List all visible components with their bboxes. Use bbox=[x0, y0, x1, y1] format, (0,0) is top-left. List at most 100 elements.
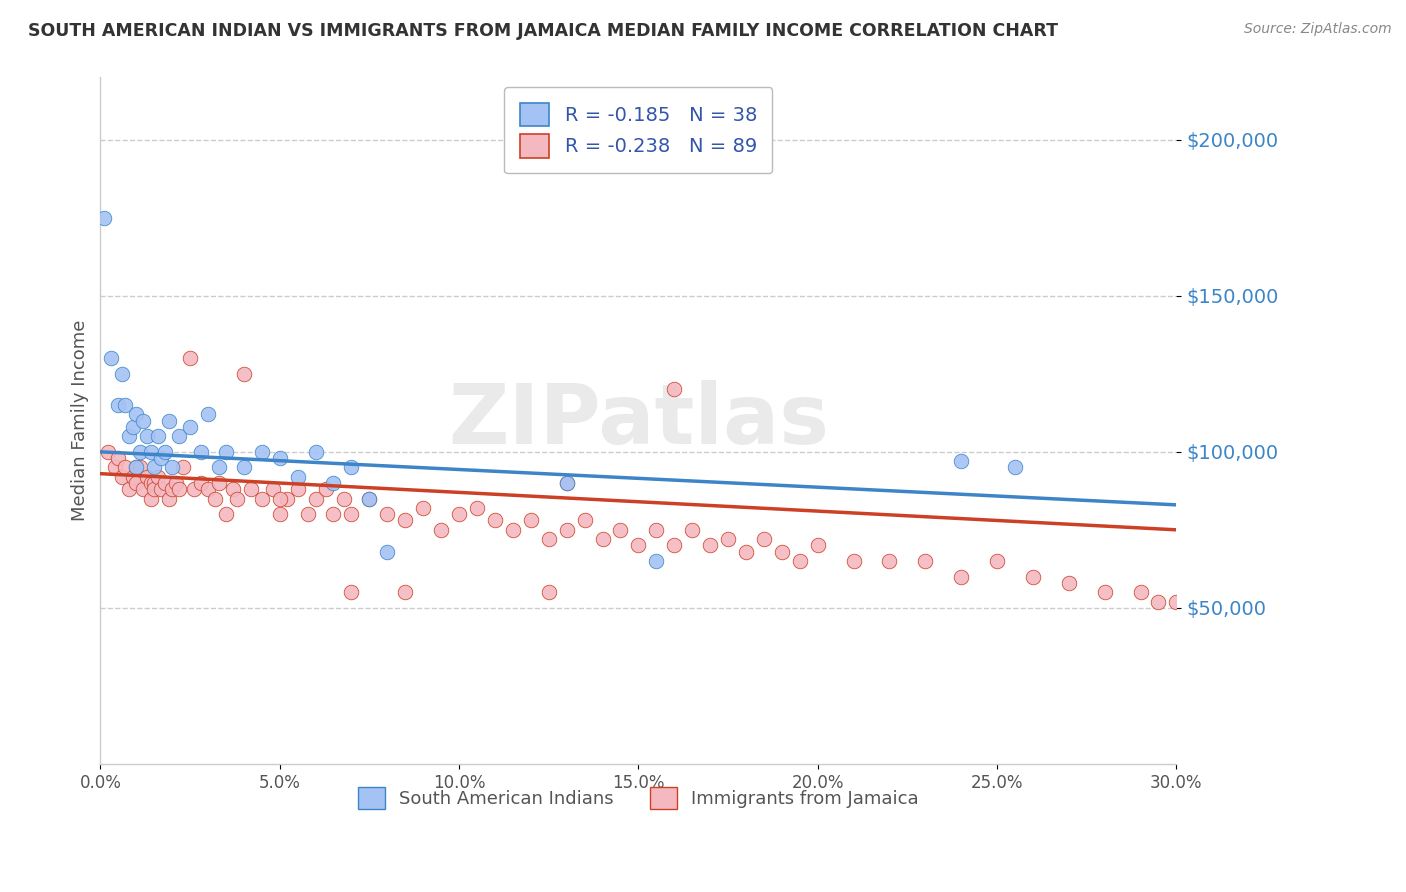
Point bbox=[111, 367, 134, 381]
Point bbox=[555, 523, 578, 537]
Text: Source: ZipAtlas.com: Source: ZipAtlas.com bbox=[1244, 22, 1392, 37]
Point bbox=[375, 507, 398, 521]
Point bbox=[208, 476, 231, 491]
Point bbox=[128, 445, 150, 459]
Point bbox=[232, 460, 254, 475]
Point bbox=[179, 351, 201, 366]
Point bbox=[789, 554, 811, 568]
Point bbox=[645, 554, 668, 568]
Point bbox=[914, 554, 936, 568]
Point bbox=[125, 476, 148, 491]
Point bbox=[502, 523, 524, 537]
Point bbox=[143, 476, 166, 491]
Point bbox=[121, 470, 143, 484]
Point bbox=[394, 585, 416, 599]
Point bbox=[322, 507, 344, 521]
Point bbox=[215, 445, 238, 459]
Point bbox=[359, 491, 381, 506]
Point bbox=[157, 491, 180, 506]
Point bbox=[269, 451, 291, 466]
Point bbox=[132, 414, 155, 428]
Point bbox=[153, 476, 176, 491]
Y-axis label: Median Family Income: Median Family Income bbox=[72, 320, 89, 521]
Point bbox=[1057, 575, 1080, 590]
Point bbox=[190, 476, 212, 491]
Point bbox=[232, 367, 254, 381]
Point bbox=[132, 483, 155, 497]
Point bbox=[520, 513, 543, 527]
Point bbox=[304, 445, 326, 459]
Point bbox=[215, 507, 238, 521]
Point bbox=[143, 483, 166, 497]
Point bbox=[269, 491, 291, 506]
Point bbox=[304, 491, 326, 506]
Point bbox=[118, 429, 141, 443]
Point bbox=[125, 460, 148, 475]
Point bbox=[950, 569, 973, 583]
Point bbox=[699, 538, 721, 552]
Point bbox=[167, 429, 190, 443]
Point bbox=[555, 476, 578, 491]
Point bbox=[136, 470, 159, 484]
Point bbox=[986, 554, 1008, 568]
Point bbox=[412, 500, 434, 515]
Point bbox=[1166, 594, 1188, 608]
Point bbox=[269, 507, 291, 521]
Point bbox=[592, 532, 614, 546]
Point bbox=[179, 420, 201, 434]
Point bbox=[537, 585, 560, 599]
Point bbox=[1004, 460, 1026, 475]
Point bbox=[107, 451, 129, 466]
Point bbox=[139, 491, 162, 506]
Point bbox=[146, 429, 169, 443]
Point bbox=[664, 538, 686, 552]
Point bbox=[950, 454, 973, 468]
Point bbox=[752, 532, 775, 546]
Point bbox=[537, 532, 560, 546]
Point bbox=[340, 507, 363, 521]
Point bbox=[190, 445, 212, 459]
Point bbox=[143, 460, 166, 475]
Point bbox=[93, 211, 115, 225]
Point bbox=[139, 445, 162, 459]
Point bbox=[250, 445, 273, 459]
Point bbox=[315, 483, 337, 497]
Point bbox=[183, 483, 205, 497]
Point bbox=[146, 470, 169, 484]
Point bbox=[609, 523, 631, 537]
Point bbox=[262, 483, 284, 497]
Point bbox=[96, 445, 118, 459]
Text: ZIPatlas: ZIPatlas bbox=[449, 380, 830, 461]
Point bbox=[322, 476, 344, 491]
Point bbox=[447, 507, 470, 521]
Point bbox=[465, 500, 488, 515]
Point bbox=[107, 398, 129, 412]
Point bbox=[150, 451, 173, 466]
Point bbox=[204, 491, 226, 506]
Point bbox=[139, 476, 162, 491]
Point bbox=[574, 513, 596, 527]
Point bbox=[160, 460, 183, 475]
Point bbox=[1094, 585, 1116, 599]
Point bbox=[114, 398, 136, 412]
Point bbox=[359, 491, 381, 506]
Point bbox=[340, 585, 363, 599]
Point bbox=[197, 483, 219, 497]
Point bbox=[735, 544, 758, 558]
Point bbox=[645, 523, 668, 537]
Point bbox=[118, 483, 141, 497]
Point bbox=[681, 523, 703, 537]
Point bbox=[807, 538, 830, 552]
Point bbox=[276, 491, 298, 506]
Point bbox=[394, 513, 416, 527]
Point bbox=[1022, 569, 1045, 583]
Point bbox=[160, 483, 183, 497]
Point bbox=[165, 476, 187, 491]
Point bbox=[100, 351, 122, 366]
Point bbox=[879, 554, 901, 568]
Point bbox=[197, 408, 219, 422]
Point bbox=[208, 460, 231, 475]
Point bbox=[375, 544, 398, 558]
Point bbox=[225, 491, 247, 506]
Point bbox=[125, 460, 148, 475]
